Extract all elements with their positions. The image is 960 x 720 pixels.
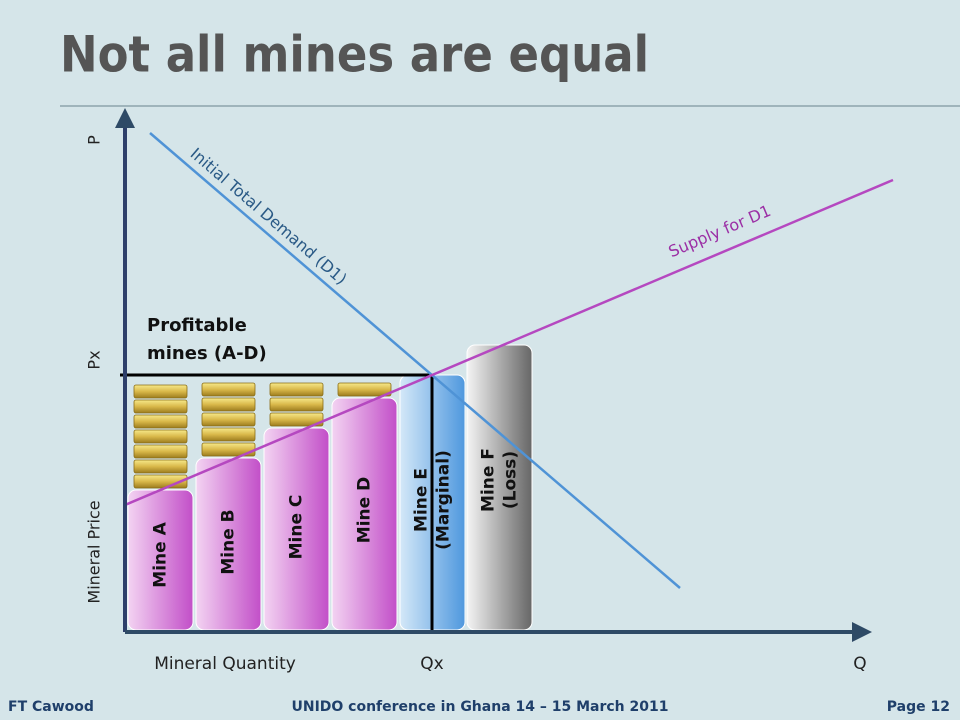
mine-label: Mine C: [287, 495, 307, 560]
mine-label: Mine B: [219, 509, 239, 574]
gold-bar: [201, 427, 256, 442]
mine-label: (Marginal): [434, 450, 454, 550]
gold-bar: [337, 382, 392, 397]
footer-left: FT Cawood: [8, 699, 94, 715]
gold-bar: [133, 444, 188, 459]
gold-bar: [269, 382, 324, 397]
slide-title: Not all mines are equal: [60, 26, 649, 84]
mine-bar: [466, 344, 533, 631]
x-mid-label: Qx: [420, 654, 443, 674]
footer-right: Page 12: [887, 699, 950, 715]
x-end-label: Q: [853, 654, 866, 674]
gold-bar: [133, 399, 188, 414]
mine-label: (Loss): [501, 451, 521, 509]
mines: Mine A Mine B Mine C Mine D Mine E (Marginal)…: [127, 344, 533, 631]
gold-bar: [133, 459, 188, 474]
annotation-line: Profitable: [147, 315, 247, 336]
y-mid-label: Px: [85, 350, 104, 369]
gold-bar: [133, 414, 188, 429]
gold-bar: [269, 397, 324, 412]
mine-label: Mine F: [479, 448, 499, 512]
mine-label: Mine A: [151, 521, 171, 587]
demand-label: Initial Total Demand (D1): [187, 144, 351, 288]
gold-bar: [201, 412, 256, 427]
y-axis-label: Mineral Price: [85, 500, 104, 603]
y-top-label: P: [85, 135, 104, 145]
footer-center: UNIDO conference in Ghana 14 – 15 March …: [291, 699, 668, 715]
gold-bar: [201, 397, 256, 412]
gold-bar: [201, 382, 256, 397]
x-axis-label: Mineral Quantity: [154, 654, 296, 674]
mine-label: Mine D: [355, 477, 375, 543]
gold-bar: [133, 384, 188, 399]
annotation-line: mines (A-D): [147, 343, 267, 364]
mine-label: Mine E: [412, 468, 432, 532]
demand-line: [149, 132, 681, 589]
gold-bar: [133, 429, 188, 444]
gold-bar: [269, 412, 324, 427]
supply-line: [124, 178, 894, 507]
